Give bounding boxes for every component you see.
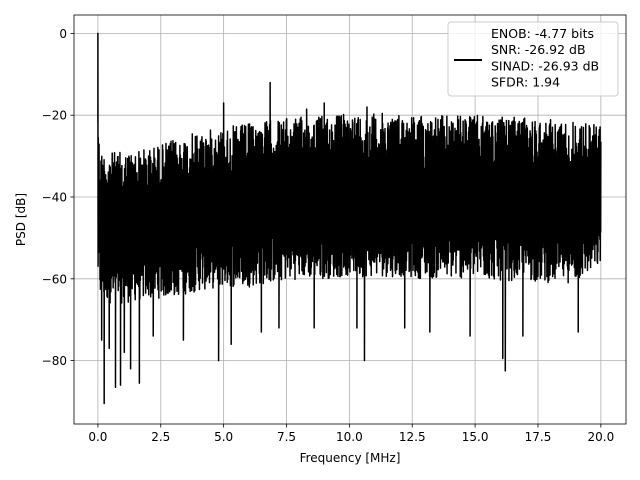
x-tick-label: 12.5 xyxy=(399,430,426,444)
tick-layer: 0.0 2.5 5.0 7.5 10.0 12.5 15.0 17.5 20.0 0 −20 −40 −… xyxy=(42,27,615,444)
y-tick-label: −60 xyxy=(42,272,67,286)
x-tick-label: 5.0 xyxy=(214,430,233,444)
y-tick-label: 0 xyxy=(59,27,67,41)
legend-entry-sinad: SINAD: -26.93 dB xyxy=(491,58,599,73)
legend-entry-snr: SNR: -26.92 dB xyxy=(491,42,586,57)
x-tick-label: 20.0 xyxy=(587,430,614,444)
y-tick-label: −40 xyxy=(42,191,67,205)
x-tick-label: 10.0 xyxy=(336,430,363,444)
data-layer xyxy=(97,32,602,405)
y-axis-label: PSD [dB] xyxy=(14,193,28,246)
legend-box xyxy=(447,21,619,97)
axes-frame xyxy=(73,14,627,425)
y-tick-label: −20 xyxy=(42,109,67,123)
x-axis-label: Frequency [MHz] xyxy=(300,451,401,465)
legend-entry-enob: ENOB: -4.77 bits xyxy=(491,26,594,41)
legend: ENOB: -4.77 bits SNR: -26.92 dB SINAD: -… xyxy=(447,21,619,97)
x-tick-label: 2.5 xyxy=(151,430,170,444)
x-tick-label: 17.5 xyxy=(525,430,552,444)
y-tick-label: −80 xyxy=(42,354,67,368)
psd-series-line xyxy=(97,32,602,405)
x-tick-label: 15.0 xyxy=(462,430,489,444)
x-tick-label: 0.0 xyxy=(88,430,107,444)
x-tick-label: 7.5 xyxy=(277,430,296,444)
legend-entry-sfdr: SFDR: 1.94 xyxy=(491,75,560,90)
